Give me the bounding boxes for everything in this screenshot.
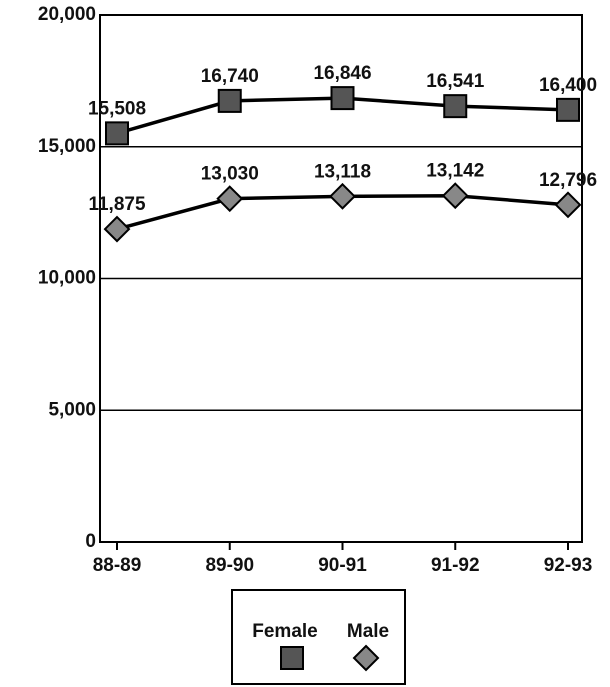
legend-label: Female bbox=[252, 621, 317, 642]
plot-frame bbox=[99, 14, 583, 543]
x-tick-label: 90-91 bbox=[318, 555, 367, 576]
data-label: 13,118 bbox=[314, 161, 371, 182]
marker bbox=[216, 185, 244, 213]
data-label: 16,740 bbox=[201, 66, 259, 87]
y-tick-label: 0 bbox=[85, 531, 96, 552]
data-label: 15,508 bbox=[88, 98, 146, 119]
x-tick-label: 91-92 bbox=[431, 555, 480, 576]
legend-box bbox=[231, 589, 406, 685]
data-label: 12,796 bbox=[539, 170, 597, 191]
marker bbox=[329, 182, 356, 210]
marker bbox=[556, 97, 580, 122]
marker bbox=[443, 94, 468, 119]
data-label: 13,030 bbox=[201, 164, 259, 185]
legend-marker bbox=[280, 646, 304, 670]
data-label: 16,400 bbox=[539, 75, 597, 96]
data-label: 16,846 bbox=[313, 63, 371, 84]
marker bbox=[441, 182, 469, 210]
data-label: 13,142 bbox=[426, 161, 484, 182]
x-tick-label: 92-93 bbox=[544, 555, 593, 576]
y-tick-label: 15,000 bbox=[38, 136, 96, 157]
legend-label: Male bbox=[347, 621, 389, 642]
y-tick-label: 5,000 bbox=[48, 399, 96, 420]
marker bbox=[105, 121, 129, 146]
x-tick-label: 89-90 bbox=[205, 555, 254, 576]
legend-marker bbox=[352, 644, 380, 672]
marker bbox=[103, 215, 131, 243]
marker bbox=[330, 86, 355, 111]
y-tick-label: 20,000 bbox=[38, 4, 96, 25]
data-label: 16,541 bbox=[426, 71, 485, 92]
data-label: 11,875 bbox=[88, 194, 145, 215]
marker bbox=[554, 191, 582, 219]
x-tick-label: 88-89 bbox=[93, 555, 142, 576]
marker bbox=[217, 88, 242, 113]
y-tick-label: 10,000 bbox=[38, 268, 96, 289]
